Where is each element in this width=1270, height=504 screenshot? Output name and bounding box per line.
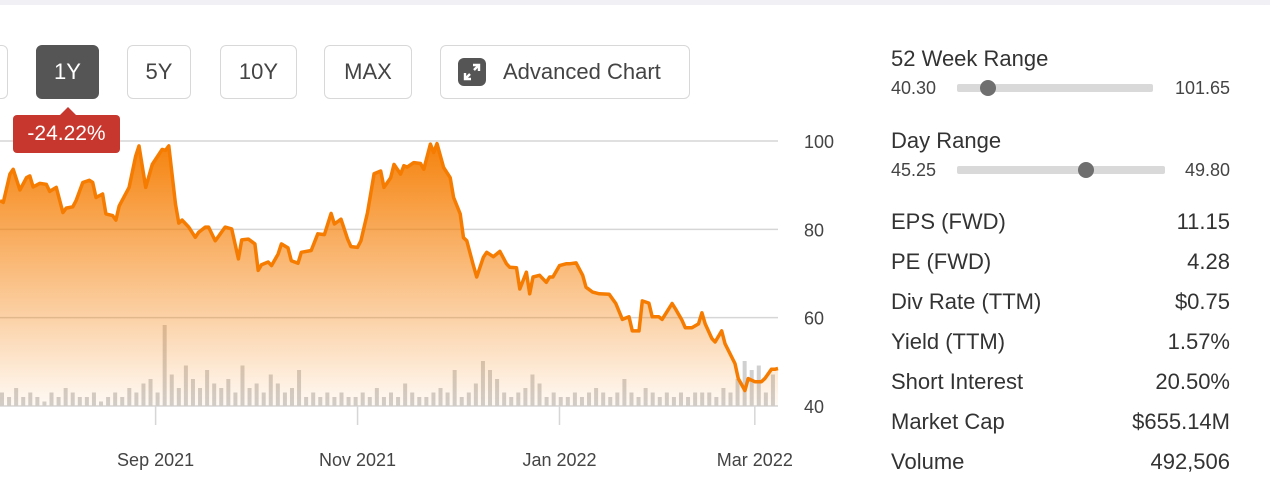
day-range-knob bbox=[1077, 162, 1094, 178]
week52-low: 40.30 bbox=[891, 78, 937, 98]
y-tick-label: 60 bbox=[804, 309, 824, 329]
y-tick-label: 100 bbox=[804, 132, 834, 152]
price-chart: 100 80 60 40 Sep 2021 Nov 2021 Jan 2022 Mar 202… bbox=[0, 132, 834, 470]
stat-label: Short Interest bbox=[891, 369, 1024, 394]
week52-slider bbox=[957, 80, 1153, 96]
price-area bbox=[0, 143, 778, 406]
stat-value: 492,506 bbox=[1150, 449, 1230, 474]
week52-high: 101.65 bbox=[1174, 78, 1230, 98]
period-button-5y[interactable]: 5Y bbox=[127, 45, 191, 99]
period-label: 5Y bbox=[145, 59, 173, 84]
period-button-10y[interactable]: 10Y bbox=[220, 45, 297, 99]
x-tick-label: Mar 2022 bbox=[717, 450, 793, 470]
x-tick-label: Sep 2021 bbox=[117, 450, 194, 470]
x-tick-label: Jan 2022 bbox=[522, 450, 596, 470]
stat-label: Div Rate (TTM) bbox=[891, 289, 1042, 314]
day-high: 49.80 bbox=[1184, 160, 1230, 180]
period-button-1y[interactable]: 1Y bbox=[36, 45, 99, 99]
change-badge: -24.22% bbox=[13, 107, 120, 153]
expand-icon bbox=[458, 58, 486, 86]
stat-value: 4.28 bbox=[1187, 249, 1230, 274]
week52-knob bbox=[980, 80, 997, 96]
advanced-chart-label: Advanced Chart bbox=[503, 59, 661, 84]
stat-label: PE (FWD) bbox=[891, 249, 992, 274]
day-range-label: Day Range bbox=[891, 128, 1002, 153]
volume-bar bbox=[742, 361, 747, 406]
y-tick-label: 80 bbox=[804, 220, 824, 240]
stat-value: $0.75 bbox=[1174, 289, 1230, 314]
stat-label: Yield (TTM) bbox=[891, 329, 1006, 354]
week52-label: 52 Week Range bbox=[891, 46, 1049, 71]
advanced-chart-button[interactable]: Advanced Chart bbox=[440, 45, 690, 99]
period-label: 10Y bbox=[238, 59, 279, 84]
period-button-partial[interactable] bbox=[0, 45, 8, 99]
stat-value: 11.15 bbox=[1176, 209, 1230, 234]
top-band bbox=[0, 0, 1270, 5]
price-line bbox=[0, 141, 779, 393]
change-value: -24.22% bbox=[27, 122, 106, 145]
period-button-max[interactable]: MAX bbox=[324, 45, 412, 99]
stat-label: Volume bbox=[891, 449, 965, 474]
period-label: 1Y bbox=[54, 59, 81, 84]
day-low: 45.25 bbox=[891, 160, 937, 180]
stat-label: EPS (FWD) bbox=[891, 209, 1006, 234]
stat-value: 1.57% bbox=[1167, 329, 1230, 354]
y-tick-label: 40 bbox=[804, 397, 824, 417]
stat-value: 20.50% bbox=[1155, 369, 1230, 394]
day-range-slider bbox=[957, 162, 1165, 178]
stat-value: $655.14M bbox=[1132, 409, 1230, 434]
stat-label: Market Cap bbox=[891, 409, 1005, 434]
x-tick-label: Nov 2021 bbox=[319, 450, 396, 470]
period-label: MAX bbox=[344, 59, 392, 84]
